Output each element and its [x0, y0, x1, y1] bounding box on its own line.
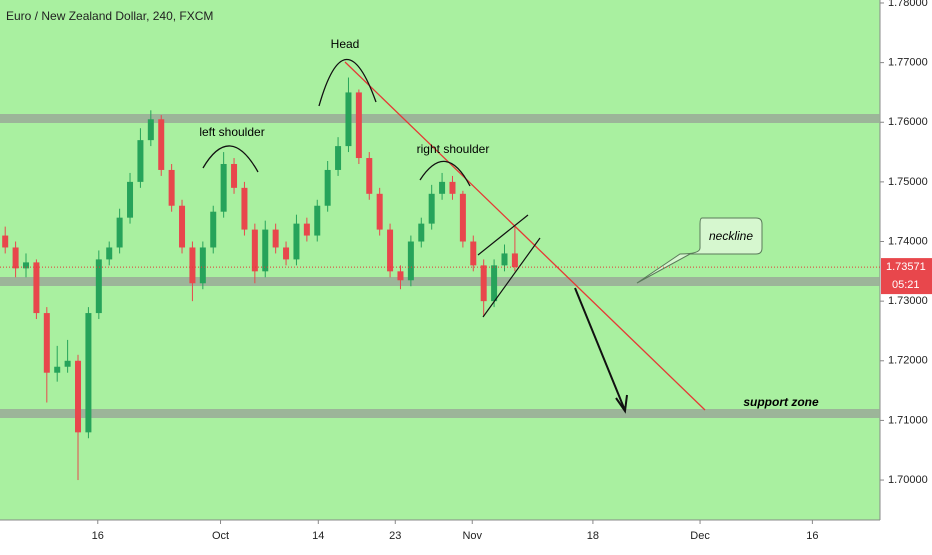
candle-body: [407, 241, 414, 281]
candle-body: [127, 181, 134, 218]
x-tick-label: 16: [806, 530, 818, 542]
candle-body: [54, 366, 61, 373]
candle-body: [293, 223, 300, 260]
candle-body: [480, 265, 487, 302]
neckline-label: neckline: [709, 229, 753, 243]
wedge-line: [482, 237, 541, 318]
candle-body: [179, 205, 186, 248]
plot-area: [0, 0, 880, 520]
candle-body: [75, 360, 82, 433]
y-tick-label: 1.77000: [888, 57, 928, 69]
x-tick-label: Nov: [462, 530, 482, 542]
candle-body: [376, 193, 383, 230]
left-shoulder-arc: [202, 145, 259, 173]
candle-body: [303, 223, 310, 236]
countdown-label: 05:21: [892, 279, 920, 291]
candle-body: [12, 247, 19, 269]
candle-body: [251, 229, 258, 272]
candle-body: [459, 193, 466, 242]
x-tick-label: 23: [389, 530, 401, 542]
resistance-zone: [0, 114, 880, 123]
trend-line: [344, 61, 706, 411]
wedge-line: [477, 214, 529, 256]
candle-body: [2, 235, 9, 248]
candle-body: [501, 253, 508, 266]
candle-body: [137, 140, 144, 182]
y-tick-label: 1.70000: [888, 474, 928, 486]
y-tick-label: 1.73000: [888, 295, 928, 307]
candle-body: [449, 181, 456, 194]
x-tick-label: Oct: [212, 530, 229, 542]
candle-body: [231, 163, 238, 188]
x-tick-label: 16: [92, 530, 104, 542]
candle-body: [168, 169, 175, 206]
y-tick-label: 1.72000: [888, 355, 928, 367]
candle-body: [345, 92, 352, 147]
candle-body: [210, 211, 217, 248]
candle-body: [95, 259, 102, 314]
candle-body: [324, 169, 331, 206]
x-tick-label: 18: [587, 530, 599, 542]
y-tick-label: 1.75000: [888, 176, 928, 188]
y-tick-label: 1.76000: [888, 116, 928, 128]
candle-body: [283, 247, 290, 260]
y-tick-label: 1.71000: [888, 414, 928, 426]
head-arc: [318, 58, 377, 107]
candle-body: [116, 217, 123, 248]
candle-body: [147, 119, 154, 141]
candle-body: [189, 247, 196, 284]
head-label: Head: [331, 37, 360, 51]
candle-body: [43, 313, 50, 373]
candle-body: [262, 229, 269, 272]
candle-body: [199, 247, 206, 284]
candle-body: [418, 223, 425, 242]
candle-body: [158, 119, 165, 170]
support-label: support zone: [743, 395, 819, 409]
candle-body: [272, 229, 279, 248]
arrow-shaft: [574, 287, 625, 409]
candle-body: [85, 313, 92, 433]
candle-body: [64, 360, 71, 367]
candle-body: [428, 193, 435, 224]
candle-body: [33, 262, 40, 314]
candle-body: [439, 181, 446, 194]
candle-body: [23, 262, 30, 269]
y-tick-label: 1.74000: [888, 235, 928, 247]
y-tick-label: 1.78000: [888, 0, 928, 9]
candle-body: [355, 92, 362, 159]
neckline-zone: [0, 277, 880, 286]
candle-body: [314, 205, 321, 236]
candle-body: [241, 187, 248, 230]
candle-body: [397, 271, 404, 281]
left-shoulder-label: left shoulder: [199, 125, 264, 139]
right-shoulder-arc: [419, 160, 471, 187]
arrow-head: [615, 394, 628, 414]
last-price-tag: [881, 258, 932, 295]
candle-body: [106, 247, 113, 260]
last-price-label: 1.73571: [886, 261, 926, 273]
x-tick-label: Dec: [690, 530, 710, 542]
neckline-callout: [636, 217, 763, 284]
candles: [2, 77, 518, 481]
candle-body: [366, 158, 373, 194]
candle-body: [387, 229, 394, 272]
x-tick-label: 14: [312, 530, 324, 542]
right-shoulder-label: right shoulder: [417, 142, 490, 156]
candle-body: [335, 146, 342, 170]
candle-body: [470, 241, 477, 266]
chart-title: Euro / New Zealand Dollar, 240, FXCM: [6, 9, 213, 23]
support-zone: [0, 409, 880, 418]
candle-body: [491, 265, 498, 302]
candle-body: [511, 253, 518, 268]
candle-body: [220, 163, 227, 212]
